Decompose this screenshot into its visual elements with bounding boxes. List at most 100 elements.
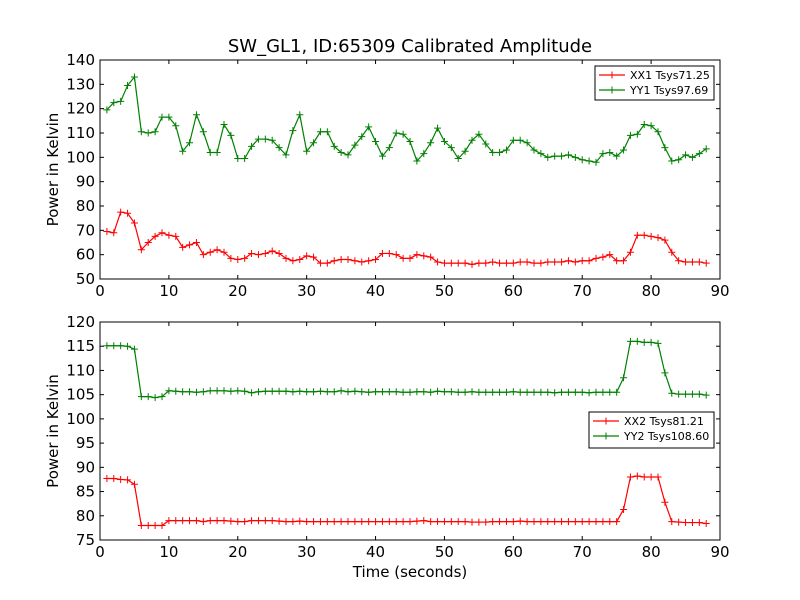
bottom-x-tick-label: 20 [228, 543, 247, 561]
top-series-1-point [165, 113, 173, 121]
top-series-1-point [186, 139, 194, 147]
top-y-tick-label: 70 [76, 221, 95, 239]
bottom-series-1-point [606, 388, 614, 396]
top-series-0-point [206, 248, 214, 256]
bottom-series-0-point [186, 517, 194, 525]
top-series-0-point [358, 258, 366, 266]
top-series-0-point [454, 259, 462, 267]
top-series-0-point [158, 229, 166, 237]
top-series-0-point [420, 252, 428, 260]
bottom-series-1-point [130, 345, 138, 353]
top-y-tick-label: 130 [66, 75, 95, 93]
top-series-0-point [220, 248, 228, 256]
bottom-series-0-point [165, 517, 173, 525]
bottom-series-0-point [241, 518, 249, 526]
top-series-1-point [199, 128, 207, 136]
bottom-series-1-point [496, 388, 504, 396]
top-series-1-point [496, 148, 504, 156]
top-series-1-point [585, 157, 593, 165]
bottom-series-1-point [564, 388, 572, 396]
bottom-series-1-point [516, 388, 524, 396]
bottom-series-0-point [192, 517, 200, 525]
top-series-1-point [695, 150, 703, 158]
top-x-tick-label: 0 [95, 282, 105, 300]
bottom-series-0-point [220, 517, 228, 525]
bottom-series-1-point [551, 389, 559, 397]
top-series-1-point [558, 152, 566, 160]
top-series-1-point [571, 153, 579, 161]
bottom-series-0-point [613, 518, 621, 526]
bottom-series-1-point [509, 388, 517, 396]
bottom-series-1-point [358, 388, 366, 396]
top-series-1-point [682, 151, 690, 159]
top-series-0-point [482, 259, 490, 267]
bottom-y-tick-label: 85 [76, 483, 95, 501]
bottom-y-tick-label: 110 [66, 361, 95, 379]
top-series-1-point [254, 135, 262, 143]
top-series-0-point [103, 228, 111, 236]
top-series-1-point [633, 130, 641, 138]
top-series-0-point [502, 259, 510, 267]
bottom-legend-box [588, 411, 715, 449]
top-x-tick-label: 30 [297, 282, 316, 300]
bottom-series-0-point [117, 475, 125, 483]
top-series-0-point [144, 239, 152, 246]
bottom-series-0-point [392, 518, 400, 526]
top-series-0-point [447, 259, 455, 267]
top-series-1-point [117, 97, 125, 105]
top-x-tick-label: 10 [159, 282, 178, 300]
top-series-1-point [502, 146, 510, 154]
bottom-x-tick-label: 40 [366, 543, 385, 561]
top-series-1-point [144, 129, 152, 137]
top-series-0-point [234, 256, 242, 264]
top-series-0-point [296, 256, 304, 264]
top-plot: 0 10 20 30 40 50 60 70 80 90 50 60 70 80 90 100 110 120 13… [44, 51, 730, 300]
top-series-0-point [192, 239, 200, 246]
bottom-series-1-point [523, 388, 531, 396]
top-series-1-point [489, 148, 497, 156]
top-series-1-point [447, 144, 455, 152]
top-series-1-point [434, 124, 442, 132]
bottom-series-1-point [661, 369, 669, 377]
top-series-0-point [626, 248, 634, 256]
bottom-legend-label: XX2 Tsys81.21 [624, 415, 704, 428]
top-series-0-point [165, 231, 173, 239]
bottom-series-1-point [330, 388, 338, 396]
top-series-0-point [137, 246, 145, 254]
top-series-1-point [509, 136, 517, 144]
top-x-tick-label: 40 [366, 282, 385, 300]
bottom-x-tick-label: 70 [573, 543, 592, 561]
top-y-tick-label: 120 [66, 100, 95, 118]
bottom-series-0-point [606, 518, 614, 526]
bottom-series-0-point [702, 520, 710, 528]
bottom-series-0-point [434, 518, 442, 526]
top-series-1-point [372, 138, 380, 146]
top-series-1-point [365, 123, 373, 131]
bottom-series-0-point [151, 521, 159, 529]
top-series-0-point [124, 209, 132, 217]
top-series-1-point [599, 150, 607, 158]
top-series-0-point [282, 254, 290, 262]
bottom-series-1-point [110, 342, 118, 350]
top-series-0-point [303, 252, 311, 260]
top-y-tick-label: 60 [76, 246, 95, 264]
bottom-series-0-point [179, 517, 187, 525]
bottom-series-0-point [447, 518, 455, 526]
top-series-0-point [475, 259, 483, 267]
bottom-series-0-point [351, 518, 359, 526]
bottom-series-1-point [378, 388, 386, 396]
bottom-series-1-point [103, 342, 111, 350]
bottom-series-1-point [172, 387, 180, 395]
top-series-1-line [106, 75, 707, 163]
top-series-1-point [261, 135, 269, 143]
bottom-series-1-point [454, 388, 462, 396]
bottom-series-0-point [482, 518, 490, 526]
bottom-series-0-point [378, 518, 386, 526]
top-series-1-point [399, 130, 407, 138]
bottom-series-0-point [695, 519, 703, 527]
top-series-1-point [661, 144, 669, 152]
bottom-series-1-point [310, 388, 318, 396]
bottom-series-0-point [440, 518, 448, 526]
top-series-1-point [378, 152, 386, 160]
top-series-0-point [261, 249, 269, 257]
